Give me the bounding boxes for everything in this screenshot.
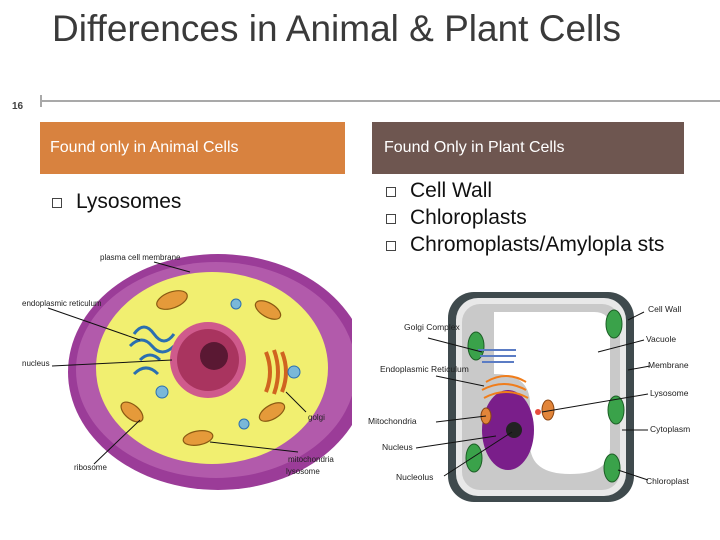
label-plant-er: Endoplasmic Reticulum	[380, 364, 469, 374]
animal-cell-diagram: plasma cell membrane endoplasmic reticul…	[22, 253, 352, 490]
label-ribosome: ribosome	[74, 463, 107, 472]
label-golgi: golgi	[308, 413, 325, 422]
square-bullet-icon	[52, 198, 62, 208]
animal-bullet-text: Lysosomes	[76, 190, 182, 213]
plant-lysosome-shape	[535, 409, 541, 415]
plant-label-lines	[415, 311, 651, 481]
square-bullet-icon	[386, 241, 396, 251]
plant-bullet-item: Chloroplasts	[374, 204, 684, 231]
label-golgi-complex: Golgi Complex	[404, 322, 460, 332]
animal-column-header-text: Found only in Animal Cells	[50, 139, 239, 156]
plant-bullet-text: Cell Wall	[410, 179, 493, 202]
label-nucleus: nucleus	[22, 359, 50, 368]
label-membrane: Membrane	[648, 360, 689, 370]
plant-vacuole-shape	[494, 312, 610, 474]
square-bullet-icon	[386, 214, 396, 224]
label-cytoplasm: Cytoplasm	[650, 424, 690, 434]
label-cell-wall: Cell Wall	[648, 304, 681, 314]
square-bullet-icon	[386, 187, 396, 197]
label-chloroplast: Chloroplast	[646, 476, 690, 486]
plant-bullet-item: Chromoplasts/Amylopla sts	[374, 231, 684, 258]
slide-title: Differences in Animal & Plant Cells	[52, 8, 621, 49]
plant-cell-diagram: Cell Wall Vacuole Membrane Lysosome Cyto…	[368, 292, 690, 502]
slide-number-box	[0, 0, 44, 115]
title-rule	[40, 100, 720, 102]
plant-er-shape	[481, 375, 529, 399]
animal-nucleolus-shape	[200, 342, 228, 370]
animal-er-shape	[128, 325, 176, 376]
label-nucleolus: Nucleolus	[396, 472, 433, 482]
animal-vesicle-shapes	[155, 298, 301, 430]
label-plant-nucleus: Nucleus	[382, 442, 413, 452]
plant-column-header: Found Only in Plant Cells	[372, 122, 684, 174]
plant-bullet-text: Chromoplasts/Amylopla sts	[410, 233, 665, 256]
label-plant-mitochondria: Mitochondria	[368, 416, 417, 426]
animal-bullet-list: Lysosomes	[40, 188, 345, 215]
slide-number: 16	[12, 101, 24, 112]
label-vacuole: Vacuole	[646, 334, 676, 344]
label-endoplasmic-reticulum: endoplasmic reticulum	[22, 299, 102, 308]
animal-golgi-shape	[264, 349, 288, 395]
plant-bullet-item: Cell Wall	[374, 177, 684, 204]
label-plant-lysosome: Lysosome	[650, 388, 689, 398]
plant-bullet-list: Cell Wall Chloroplasts Chromoplasts/Amyl…	[374, 177, 684, 285]
plant-column-header-text: Found Only in Plant Cells	[384, 139, 565, 156]
plant-bullet-text: Chloroplasts	[410, 206, 527, 229]
animal-column-header: Found only in Animal Cells	[40, 122, 345, 174]
title-rule-cap	[40, 95, 42, 107]
animal-bullet-item: Lysosomes	[40, 188, 345, 215]
animal-mitochondria-shapes	[120, 290, 286, 446]
plant-nucleolus-shape	[506, 422, 522, 438]
plant-golgi-shape	[478, 349, 516, 363]
label-lysosome: lysosome	[286, 467, 320, 476]
plant-chloroplast-shapes	[465, 309, 625, 483]
label-plasma-membrane: plasma cell membrane	[100, 253, 181, 262]
label-mitochondria: mitochondria	[288, 455, 334, 464]
animal-label-lines	[47, 261, 307, 465]
